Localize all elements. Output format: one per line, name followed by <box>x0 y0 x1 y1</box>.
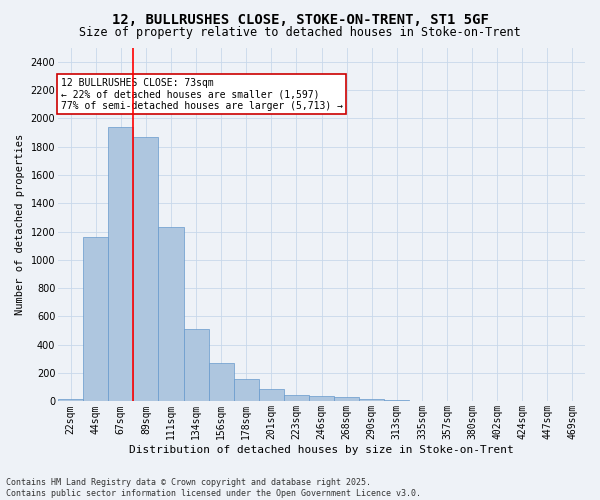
Bar <box>284 395 309 402</box>
Bar <box>108 127 133 402</box>
Bar <box>83 237 108 402</box>
Text: Size of property relative to detached houses in Stoke-on-Trent: Size of property relative to detached ho… <box>79 26 521 39</box>
Bar <box>359 400 384 402</box>
Bar <box>309 396 334 402</box>
Y-axis label: Number of detached properties: Number of detached properties <box>15 134 25 315</box>
Bar <box>184 329 209 402</box>
X-axis label: Distribution of detached houses by size in Stoke-on-Trent: Distribution of detached houses by size … <box>129 445 514 455</box>
Bar <box>133 136 158 402</box>
Text: 12, BULLRUSHES CLOSE, STOKE-ON-TRENT, ST1 5GF: 12, BULLRUSHES CLOSE, STOKE-ON-TRENT, ST… <box>112 12 488 26</box>
Text: Contains HM Land Registry data © Crown copyright and database right 2025.
Contai: Contains HM Land Registry data © Crown c… <box>6 478 421 498</box>
Bar <box>58 398 83 402</box>
Bar <box>384 400 409 402</box>
Bar <box>334 396 359 402</box>
Bar <box>259 388 284 402</box>
Bar <box>158 228 184 402</box>
Bar <box>409 400 434 402</box>
Bar <box>209 363 234 402</box>
Bar <box>234 380 259 402</box>
Text: 12 BULLRUSHES CLOSE: 73sqm
← 22% of detached houses are smaller (1,597)
77% of s: 12 BULLRUSHES CLOSE: 73sqm ← 22% of deta… <box>61 78 343 111</box>
